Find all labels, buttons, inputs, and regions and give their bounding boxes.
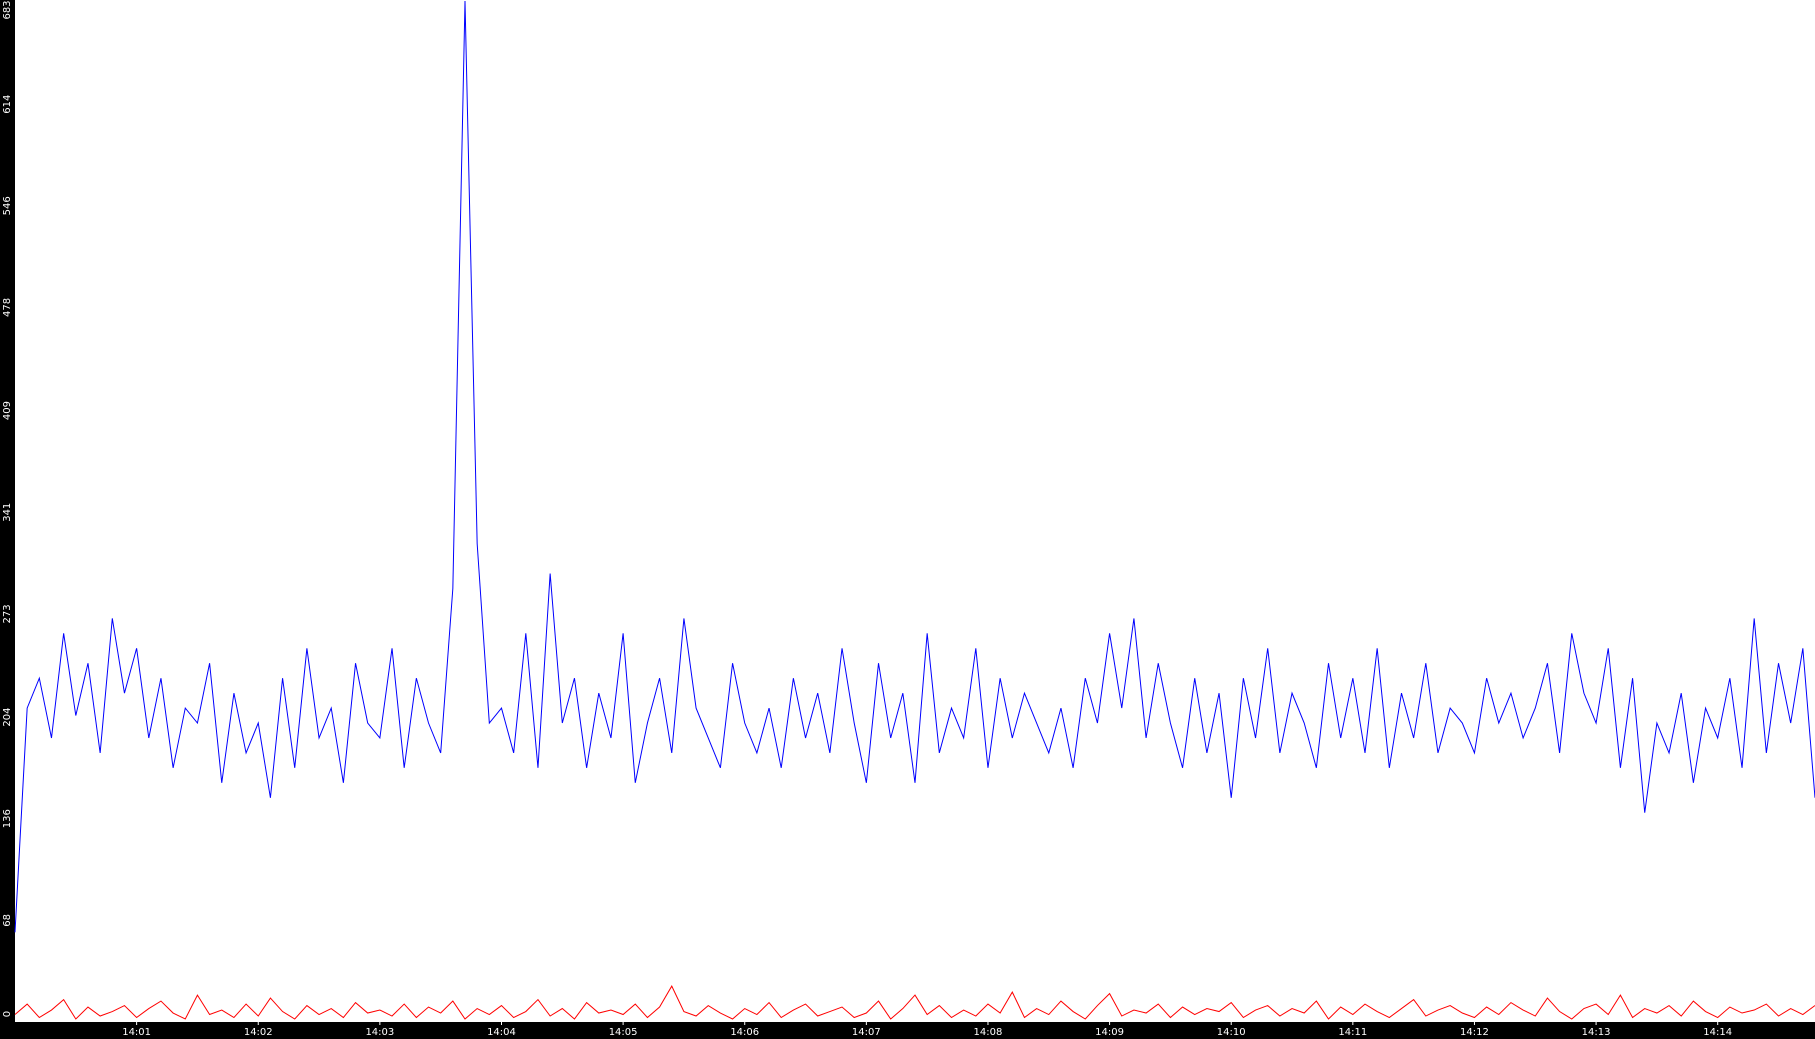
y-tick-label: 478 xyxy=(2,298,13,317)
x-tick-label: 14:11 xyxy=(1338,1027,1367,1038)
y-tick-label: 273 xyxy=(2,604,13,623)
y-tick-label: 341 xyxy=(2,503,13,522)
y-tick-label: 136 xyxy=(2,809,13,828)
x-tick-label: 14:07 xyxy=(852,1027,881,1038)
y-tick-label: 68 xyxy=(2,914,13,927)
y-tick-label: 409 xyxy=(2,401,13,420)
x-tick-label: 14:02 xyxy=(244,1027,273,1038)
x-tick-label: 14:03 xyxy=(365,1027,394,1038)
x-tick-label: 14:09 xyxy=(1095,1027,1124,1038)
x-axis-bar xyxy=(0,1022,1815,1039)
y-tick-label: 0 xyxy=(2,1011,13,1017)
x-tick-label: 14:01 xyxy=(122,1027,151,1038)
y-tick-label: 614 xyxy=(2,95,13,114)
x-tick-label: 14:04 xyxy=(487,1027,516,1038)
x-tick-label: 14:14 xyxy=(1703,1027,1732,1038)
data-line xyxy=(14,985,1815,1020)
y-tick-label: 546 xyxy=(2,196,13,215)
x-tick-label: 14:05 xyxy=(609,1027,638,1038)
y-axis-bar xyxy=(0,0,15,1039)
x-tick-label: 14:10 xyxy=(1217,1027,1246,1038)
y-tick-label: 204 xyxy=(2,707,13,726)
x-tick-label: 14:12 xyxy=(1460,1027,1489,1038)
data-line xyxy=(14,0,1815,933)
x-tick-label: 14:13 xyxy=(1582,1027,1611,1038)
x-tick-label: 14:06 xyxy=(730,1027,759,1038)
x-tick-label: 14:08 xyxy=(974,1027,1003,1038)
y-tick-label: 683 xyxy=(2,0,13,19)
